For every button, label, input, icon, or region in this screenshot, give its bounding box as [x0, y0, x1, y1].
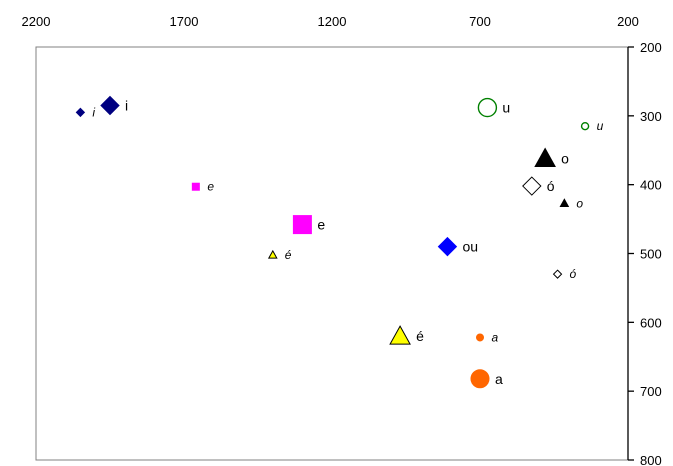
triangle-marker — [267, 249, 278, 259]
triangle-marker — [389, 325, 411, 345]
plot-area — [35, 46, 629, 461]
point-label: e — [207, 180, 214, 194]
point-label: a — [492, 330, 499, 344]
circle-marker — [470, 369, 490, 389]
diamond-marker — [437, 236, 458, 257]
y-tick-label: 400 — [640, 178, 662, 193]
x-axis: 2200 1700 1200 700 200 — [22, 14, 639, 29]
x-tick-label: 700 — [469, 14, 491, 29]
point-label: i — [125, 98, 128, 114]
y-tick-label: 200 — [640, 40, 662, 55]
x-tick-label: 2200 — [22, 14, 51, 29]
x-tick-label: 1700 — [170, 14, 199, 29]
point-label: u — [597, 119, 604, 133]
y-axis: 200 300 400 500 600 700 800 — [628, 40, 662, 466]
point-label: i — [92, 105, 95, 119]
circle-marker — [477, 97, 498, 118]
square-marker — [292, 215, 312, 235]
y-tick-label: 800 — [640, 453, 662, 466]
x-tick-label: 1200 — [318, 14, 347, 29]
y-tick-label: 300 — [640, 109, 662, 124]
point-label: ó — [547, 178, 555, 194]
square-marker — [191, 182, 200, 191]
point-label: e — [317, 217, 325, 233]
y-tick-label: 700 — [640, 384, 662, 399]
triangle-marker — [559, 198, 570, 207]
point-label: o — [561, 151, 569, 167]
point-label: é — [416, 328, 424, 344]
diamond-marker — [522, 176, 542, 196]
point-label: é — [285, 248, 292, 262]
y-tick-label: 500 — [640, 247, 662, 262]
circle-marker — [580, 121, 590, 131]
x-tick-label: 200 — [617, 14, 639, 29]
diamond-marker — [552, 269, 563, 279]
diamond-marker — [75, 107, 86, 118]
point-label: ou — [462, 239, 478, 255]
point-label: a — [495, 371, 503, 387]
circle-marker — [476, 333, 484, 342]
point-label: ó — [570, 267, 577, 281]
point-label: u — [502, 100, 510, 116]
diamond-marker — [100, 95, 120, 116]
point-label: o — [576, 196, 583, 210]
triangle-marker — [534, 147, 556, 168]
y-tick-label: 600 — [640, 315, 662, 330]
